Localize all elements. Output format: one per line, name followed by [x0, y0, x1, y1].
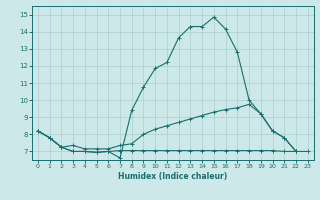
X-axis label: Humidex (Indice chaleur): Humidex (Indice chaleur) — [118, 172, 228, 181]
